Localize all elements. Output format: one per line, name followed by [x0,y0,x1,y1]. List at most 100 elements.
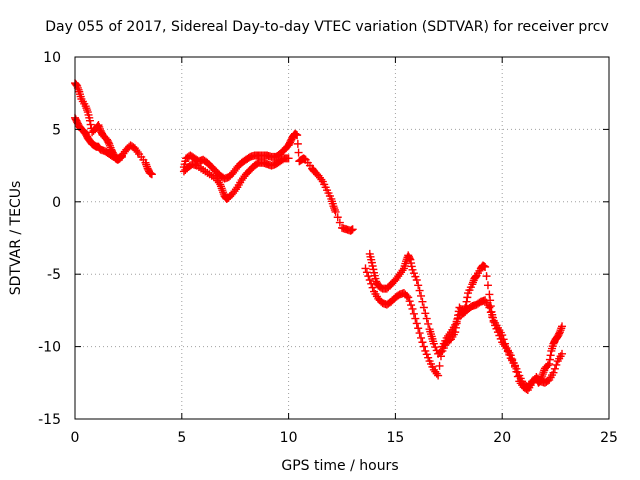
data-point [348,225,357,234]
data-point [333,213,342,222]
data-point [362,268,371,277]
data-point [421,309,430,318]
data-point [543,361,552,370]
x-tick-label: 5 [177,430,186,446]
data-point [368,261,377,270]
data-point [558,349,567,358]
data-point [422,314,431,323]
data-point [411,272,420,281]
data-point [398,266,407,275]
data-point [368,283,377,292]
data-point [506,351,515,360]
data-point [482,272,491,281]
data-point [463,293,472,302]
data-point [546,351,555,360]
plot-frame [74,56,610,420]
data-point [407,301,416,310]
y-tick-label: -5 [47,267,61,283]
data-point [406,255,415,264]
data-point [331,207,340,216]
data-point [364,272,373,281]
x-tick-label: 15 [386,430,404,446]
data-point [495,331,504,340]
data-point [429,339,438,348]
data-point [421,346,430,355]
series-lower [71,113,567,395]
data-point [404,293,413,302]
data-point [481,262,490,271]
data-point [104,138,113,147]
data-point [469,278,478,287]
series-upper [71,79,567,392]
data-point [284,154,293,163]
data-point [424,353,433,362]
data-point [218,186,227,195]
data-point [418,297,427,306]
data-point [361,264,370,273]
data-point [509,359,518,368]
data-point [496,334,505,343]
data-point [417,291,426,300]
data-point [417,333,426,342]
data-point [415,329,424,338]
data-point [407,262,416,271]
data-point [142,162,151,171]
data-point [407,259,416,268]
grid-lines [75,57,609,419]
data-point [105,141,114,150]
y-axis-label: SDTVAR / TECUs [8,181,24,296]
data-point [367,279,376,288]
x-axis-label: GPS time / hours [281,458,398,474]
data-point [501,342,510,351]
data-point [483,281,492,290]
x-tick-label: 25 [600,430,618,446]
data-point [330,204,339,213]
data-point [95,122,104,131]
data-point [414,324,423,333]
data-point [549,368,558,377]
data-point [445,330,454,339]
x-tick-label: 0 [71,430,80,446]
data-point [105,139,114,148]
data-point [293,131,302,140]
data-point [83,106,92,115]
data-point [558,322,567,331]
data-point [422,350,431,359]
y-tick-label: -15 [38,412,61,428]
data-point [219,188,228,197]
data-point [555,329,564,338]
data-point [95,124,104,133]
y-tick-label: -10 [38,340,61,356]
data-point [436,352,445,361]
data-point [147,170,156,179]
data-point [369,265,378,274]
data-point [106,143,115,152]
x-tick-label: 10 [280,430,298,446]
data-point [557,324,566,333]
data-point [491,321,500,330]
data-point [73,81,82,90]
chart-title: Day 055 of 2017, Sidereal Day-to-day VTE… [45,19,609,35]
data-point [216,182,225,191]
axis-ticks [74,56,610,420]
data-point [468,280,477,289]
data-point [556,326,565,335]
x-tick-label: 20 [493,430,511,446]
data-point [485,303,494,312]
data-point [329,202,338,211]
data-point [419,303,428,312]
data-point [365,275,374,284]
data-point [231,185,240,194]
data-point [513,372,522,381]
data-point [94,121,103,130]
data-point [142,160,151,169]
data-point [414,281,423,290]
data-point [489,317,498,326]
data-point [538,370,547,379]
data-point [409,309,418,318]
data-point [539,368,548,377]
data-point [485,290,494,299]
data-point [294,148,303,157]
data-point [418,338,427,347]
